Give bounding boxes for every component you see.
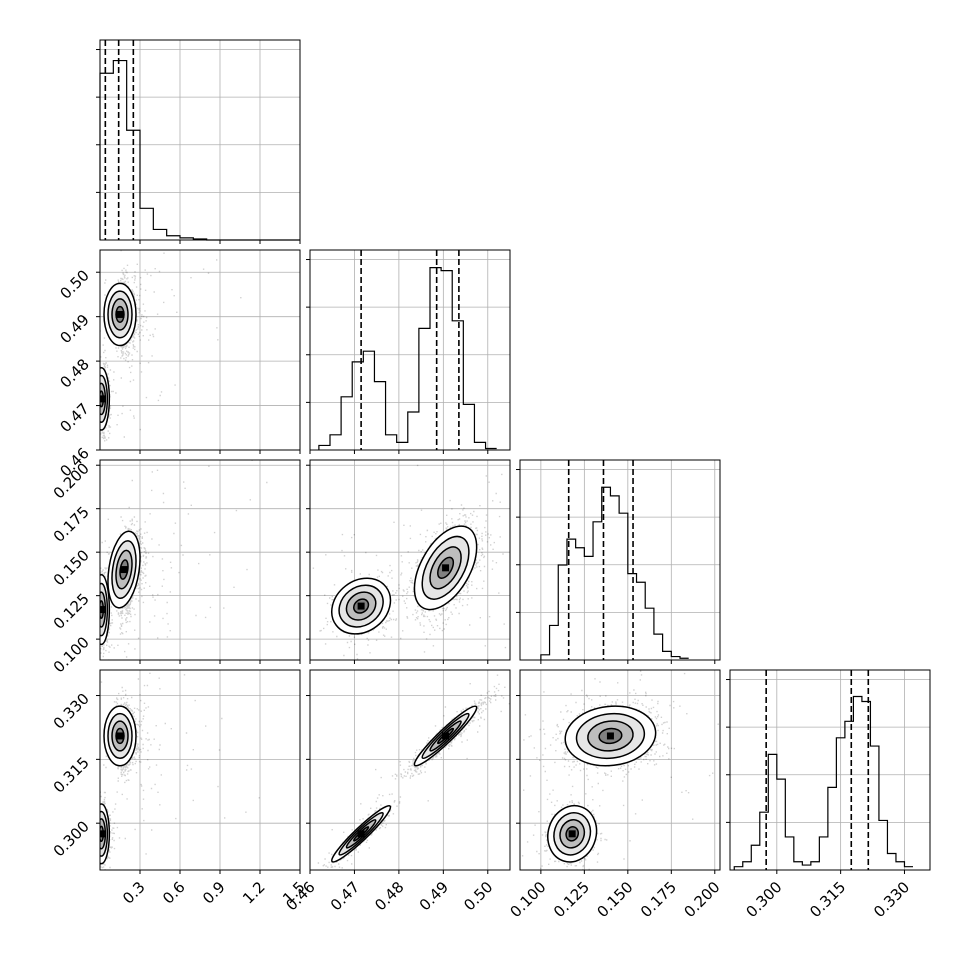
scatter-panel-r4-c2 (306, 669, 511, 874)
mode-peak (442, 564, 450, 572)
x-tick-label: 0.50 (460, 878, 496, 914)
y-tick-label: 0.330 (50, 690, 93, 733)
histogram-panel-2 (306, 249, 511, 454)
x-tick-label: 0.300 (742, 878, 785, 921)
x-tick-label: 0.315 (806, 878, 849, 921)
scatter-panel-r3-c2 (306, 459, 511, 664)
x-tick-label: 0.100 (507, 878, 550, 921)
histogram-panel-4 (726, 669, 931, 874)
histogram-steps (99, 59, 300, 241)
mode-peak (442, 732, 450, 740)
x-tick-label: 0.200 (680, 878, 723, 921)
scatter-points (317, 674, 510, 869)
x-tick-label: 0.48 (371, 878, 407, 914)
scatter-panel-r3-c1 (96, 459, 301, 664)
scatter-panel-r4-c1 (96, 669, 301, 874)
mode-peak (100, 830, 105, 838)
y-tick-label: 0.125 (50, 590, 93, 633)
y-tick-label: 0.150 (50, 546, 93, 589)
mode-peak (568, 830, 576, 838)
x-tick-label: 0.125 (550, 878, 593, 921)
mode-peak (100, 395, 105, 403)
y-tick-label: 0.47 (56, 400, 92, 436)
x-tick-label: 0.330 (870, 878, 913, 921)
y-tick-label: 0.48 (56, 355, 92, 391)
mode-peak (100, 606, 105, 614)
histogram-steps (733, 695, 913, 870)
y-tick-label: 0.300 (50, 817, 93, 860)
histogram-panel-1 (96, 39, 301, 244)
mode-peak (606, 732, 614, 740)
scatter-panel-r2-c1 (96, 249, 301, 454)
x-tick-label: 0.3 (119, 878, 149, 908)
scatter-points (312, 464, 507, 660)
y-tick-label: 0.49 (56, 311, 92, 347)
x-tick-label: 0.6 (159, 878, 189, 908)
x-tick-label: 0.49 (416, 878, 452, 914)
histogram-panel-3 (516, 459, 721, 664)
y-tick-label: 0.315 (50, 753, 93, 796)
histogram-steps (318, 267, 497, 450)
y-tick-label: 0.50 (56, 266, 92, 302)
mode-peak (116, 732, 124, 740)
mode-peak (357, 830, 365, 838)
x-tick-label: 0.47 (327, 878, 363, 914)
histogram-steps (540, 486, 689, 660)
x-tick-label: 0.150 (593, 878, 636, 921)
x-tick-label: 0.46 (282, 878, 318, 914)
x-tick-label: 0.9 (199, 878, 229, 908)
scatter-panel-r4-c3 (516, 669, 721, 874)
mode-peak (357, 602, 365, 610)
y-tick-label: 0.100 (50, 633, 93, 676)
mode-peak (116, 310, 124, 318)
x-tick-label: 1.2 (239, 878, 269, 908)
y-tick-label: 0.175 (50, 503, 93, 546)
scatter-points (100, 250, 242, 442)
mode-peak (120, 566, 128, 574)
x-tick-label: 0.175 (637, 878, 680, 921)
